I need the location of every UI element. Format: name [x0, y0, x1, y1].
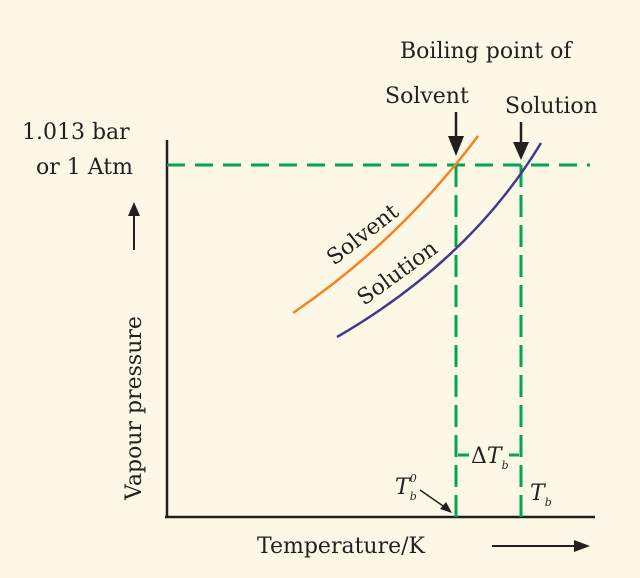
x-axis-arrow-icon [492, 540, 590, 552]
tb0-label: T0 b [395, 472, 417, 503]
delta-tb-label: ΔTb [471, 444, 509, 472]
solution-arrow-icon [513, 122, 529, 160]
solvent-curve [292, 135, 479, 315]
boiling-point-of-label: Boiling point of [400, 39, 573, 64]
tb0-pointer-arrow-icon [419, 489, 452, 513]
solvent-arrow-icon [448, 112, 464, 156]
solvent-header-label: Solvent [385, 84, 469, 109]
pressure-atm-label: or 1 Atm [36, 155, 133, 180]
y-axis-arrow-icon [128, 202, 140, 250]
y-axis-label: Vapour pressure [122, 316, 147, 501]
pressure-bar-label: 1.013 bar [22, 120, 130, 145]
solution-curve [336, 142, 543, 339]
tb-label: Tb [530, 481, 552, 509]
solution-header-label: Solution [505, 94, 598, 119]
x-axis-label: Temperature/K [257, 534, 426, 559]
